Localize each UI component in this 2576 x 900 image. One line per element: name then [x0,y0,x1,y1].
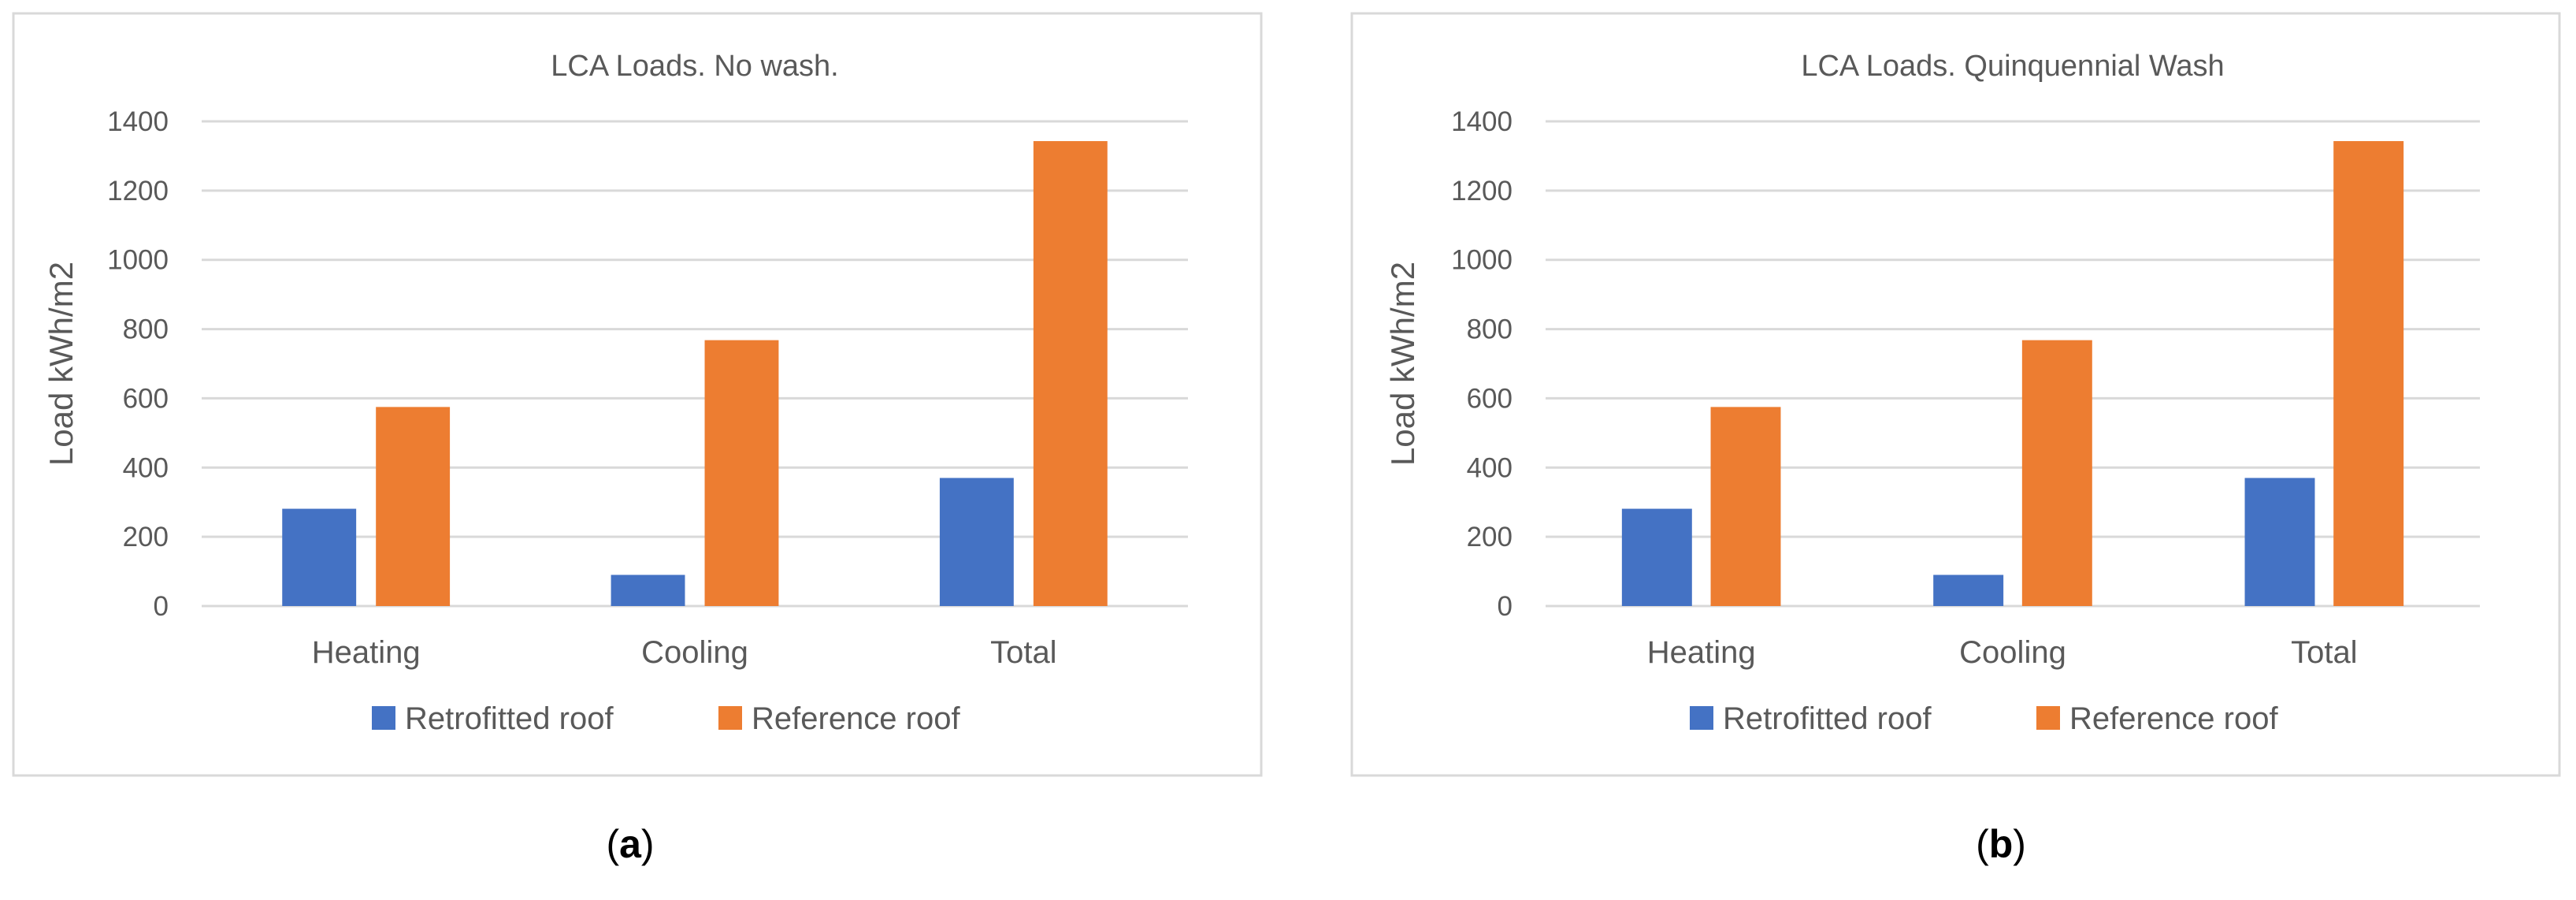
legend-label: Reference roof [752,701,960,736]
y-tick-label: 1200 [1451,176,1513,206]
legend-label: Reference roof [2069,701,2278,736]
bar-retrofitted-roof-cooling [1933,575,2004,606]
chart-title: LCA Loads. Quinquennial Wash [1801,50,2224,83]
chart-panel-a: LCA Loads. No wash. 0 200 400 600 800 1000 1200… [12,12,1263,866]
y-tick-label: 1200 [107,176,169,206]
y-axis-label: Load kWh/m2 [1384,262,1421,466]
x-tick-label: Heating [1647,635,1756,670]
y-tick-label: 800 [123,314,169,345]
bar-retrofitted-roof-total [2244,478,2315,606]
bar-retrofitted-roof-cooling [611,575,685,606]
y-tick-label: 800 [1467,314,1513,345]
bar-reference-roof-total [2333,141,2404,606]
legend-swatch [1690,706,1713,730]
y-tick-label: 1000 [1451,245,1513,276]
y-tick-label: 1400 [1451,106,1513,137]
panel-caption: (b) [1976,822,2026,866]
bar-retrofitted-roof-heating [1621,508,1692,606]
y-tick-label: 600 [123,383,169,414]
x-tick-label: Heating [312,635,421,670]
legend-label: Retrofitted roof [1723,701,1932,736]
bar-reference-roof-total [1033,141,1108,606]
bar-reference-roof-cooling [2021,340,2092,606]
y-tick-label: 600 [1467,383,1513,414]
bar-reference-roof-heating [376,407,451,606]
y-tick-label: 1400 [107,106,169,137]
legend-swatch [718,706,742,730]
x-tick-label: Cooling [1959,635,2066,670]
bar-retrofitted-roof-total [939,478,1014,606]
legend-swatch [2036,706,2060,730]
x-tick-label: Total [990,635,1057,670]
y-tick-label: 400 [123,452,169,483]
y-tick-label: 200 [123,522,169,552]
x-tick-label: Cooling [641,635,748,670]
bar-reference-roof-heating [1710,407,1781,606]
bar-retrofitted-roof-heating [282,508,357,606]
y-tick-label: 1000 [107,245,169,276]
legend-swatch [372,706,395,730]
y-tick-label: 0 [1498,591,1513,622]
legend-label: Retrofitted roof [405,701,614,736]
chart-panel-b: LCA Loads. Quinquennial Wash 0 200 400 600 80… [1350,12,2561,866]
y-axis-label: Load kWh/m2 [43,262,80,466]
y-tick-label: 200 [1467,522,1513,552]
y-tick-label: 400 [1467,452,1513,483]
chart-title: LCA Loads. No wash. [551,50,838,83]
bar-reference-roof-cooling [704,340,779,606]
x-tick-label: Total [2291,635,2358,670]
y-tick-label: 0 [154,591,169,622]
panel-caption: (a) [606,822,654,866]
